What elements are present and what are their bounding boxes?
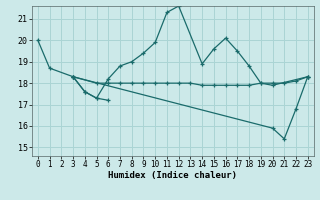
X-axis label: Humidex (Indice chaleur): Humidex (Indice chaleur) (108, 171, 237, 180)
